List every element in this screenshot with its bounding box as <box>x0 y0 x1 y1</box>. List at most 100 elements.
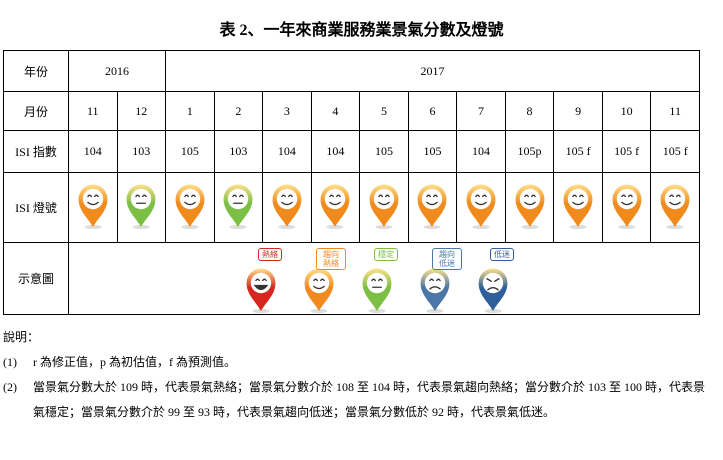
shadow <box>132 224 150 229</box>
eye <box>371 278 383 282</box>
eye <box>475 194 487 197</box>
light-icon <box>466 184 496 229</box>
face <box>616 188 637 209</box>
month-cell: 12 <box>116 91 167 131</box>
month-cell: 6 <box>407 91 458 131</box>
shadow <box>375 224 393 229</box>
light-cell <box>359 172 409 243</box>
eye <box>669 194 681 197</box>
face <box>664 188 686 209</box>
face <box>470 188 492 209</box>
light-icon <box>246 268 276 314</box>
mouth <box>572 201 584 205</box>
note-text: r 為修正值，p 為初估值，f 為預測值。 <box>33 355 236 369</box>
index-cell: 105 f <box>553 130 603 173</box>
index-cell: 103 <box>116 130 167 173</box>
month-cell: 9 <box>553 91 603 131</box>
eye <box>572 194 584 197</box>
doc-title: 表 2、一年來商業服務業景氣分數及燈號 <box>219 22 504 39</box>
light-cell <box>601 172 652 243</box>
light-cell <box>310 172 361 243</box>
mouth <box>329 201 342 205</box>
row-header: ISI 燈號 <box>3 172 69 243</box>
note-item: (2) 當景氣分數大於 109 時，代表景氣熱絡；當景氣分數介於 108 至 10… <box>3 375 708 425</box>
index-cell: 105 <box>359 130 409 173</box>
light-cell <box>116 172 167 243</box>
isi-table: 年份 2016 2017 月份 11 12 1 2 3 4 5 6 7 8 9 10 11 ISI 指數… <box>3 50 700 315</box>
note-item: (1) r 為修正值，p 為初估值，f 為預測值。 <box>3 350 708 375</box>
year-cell: 2017 <box>165 50 700 92</box>
face <box>366 272 388 294</box>
light-icon <box>362 268 392 314</box>
eye <box>620 194 633 197</box>
legend-label: 熱絡 <box>258 247 282 261</box>
legend-item: 穩定 <box>360 246 404 314</box>
light-cell <box>213 172 264 243</box>
month-cell: 5 <box>359 91 409 131</box>
index-cell: 105p <box>504 130 555 173</box>
legend-label: 趨向低迷 <box>432 247 462 270</box>
light-cell <box>165 172 215 243</box>
light-row: ISI 燈號 <box>3 172 700 243</box>
light-icon <box>612 184 642 229</box>
legend-item: 熱絡 <box>244 246 288 314</box>
shadow <box>423 224 441 229</box>
index-cell: 104 <box>310 130 361 173</box>
mouth <box>523 201 536 205</box>
light-icon <box>478 268 508 314</box>
face <box>325 188 346 209</box>
eye <box>486 277 500 282</box>
light-cell <box>407 172 458 243</box>
month-cell: 4 <box>310 91 361 131</box>
light-cell <box>262 172 312 243</box>
legend: 熱絡 趨向熱絡 穩定 趨向低迷 低迷 <box>69 244 699 314</box>
shadow <box>84 224 102 229</box>
light-icon <box>660 184 690 229</box>
light-icon <box>126 184 156 229</box>
mouth <box>475 201 487 205</box>
mouth <box>313 285 325 290</box>
month-cell: 10 <box>601 91 652 131</box>
mouth <box>487 286 499 291</box>
light-cell <box>68 172 118 243</box>
light-cell <box>456 172 506 243</box>
mouth <box>253 284 269 290</box>
face <box>308 272 330 294</box>
index-cell: 105 f <box>650 130 700 173</box>
face <box>179 188 201 209</box>
legend-label: 趨向熱絡 <box>316 247 346 270</box>
legend-cell: 熱絡 趨向熱絡 穩定 趨向低迷 低迷 <box>68 242 700 315</box>
month-cell: 11 <box>650 91 700 131</box>
light-icon <box>272 184 302 229</box>
legend-label: 穩定 <box>374 247 398 261</box>
light-icon <box>515 184 544 229</box>
index-cell: 105 <box>165 130 215 173</box>
light-icon <box>175 184 205 229</box>
index-cell: 104 <box>68 130 118 173</box>
face <box>228 188 249 209</box>
eye <box>86 194 99 197</box>
notes: 說明： (1) r 為修正值，p 為初估值，f 為預測值。 (2) 當景氣分數大於 … <box>3 325 708 425</box>
notes-heading: 說明： <box>3 330 40 344</box>
light-icon <box>418 184 447 229</box>
index-cell: 105 f <box>601 130 652 173</box>
shadow <box>181 224 199 229</box>
shadow <box>472 224 490 229</box>
legend-label: 低迷 <box>490 247 514 261</box>
note-text: 當景氣分數大於 109 時，代表景氣熱絡；當景氣分數介於 108 至 104 時… <box>33 380 706 419</box>
light-icon <box>369 184 399 229</box>
mouth <box>281 201 293 205</box>
light-icon <box>223 184 253 229</box>
eye <box>313 278 325 282</box>
year-cell: 2016 <box>67 50 167 92</box>
shadow <box>326 224 344 229</box>
eye <box>184 194 196 197</box>
index-cell: 104 <box>456 130 506 173</box>
mouth <box>378 201 390 205</box>
eye <box>429 278 441 282</box>
index-row: ISI 指數 104 103 105 103 104 104 105 105 104 105p 10… <box>3 130 700 173</box>
face <box>422 188 443 209</box>
month-cell: 3 <box>262 91 312 131</box>
month-cell: 8 <box>504 91 555 131</box>
